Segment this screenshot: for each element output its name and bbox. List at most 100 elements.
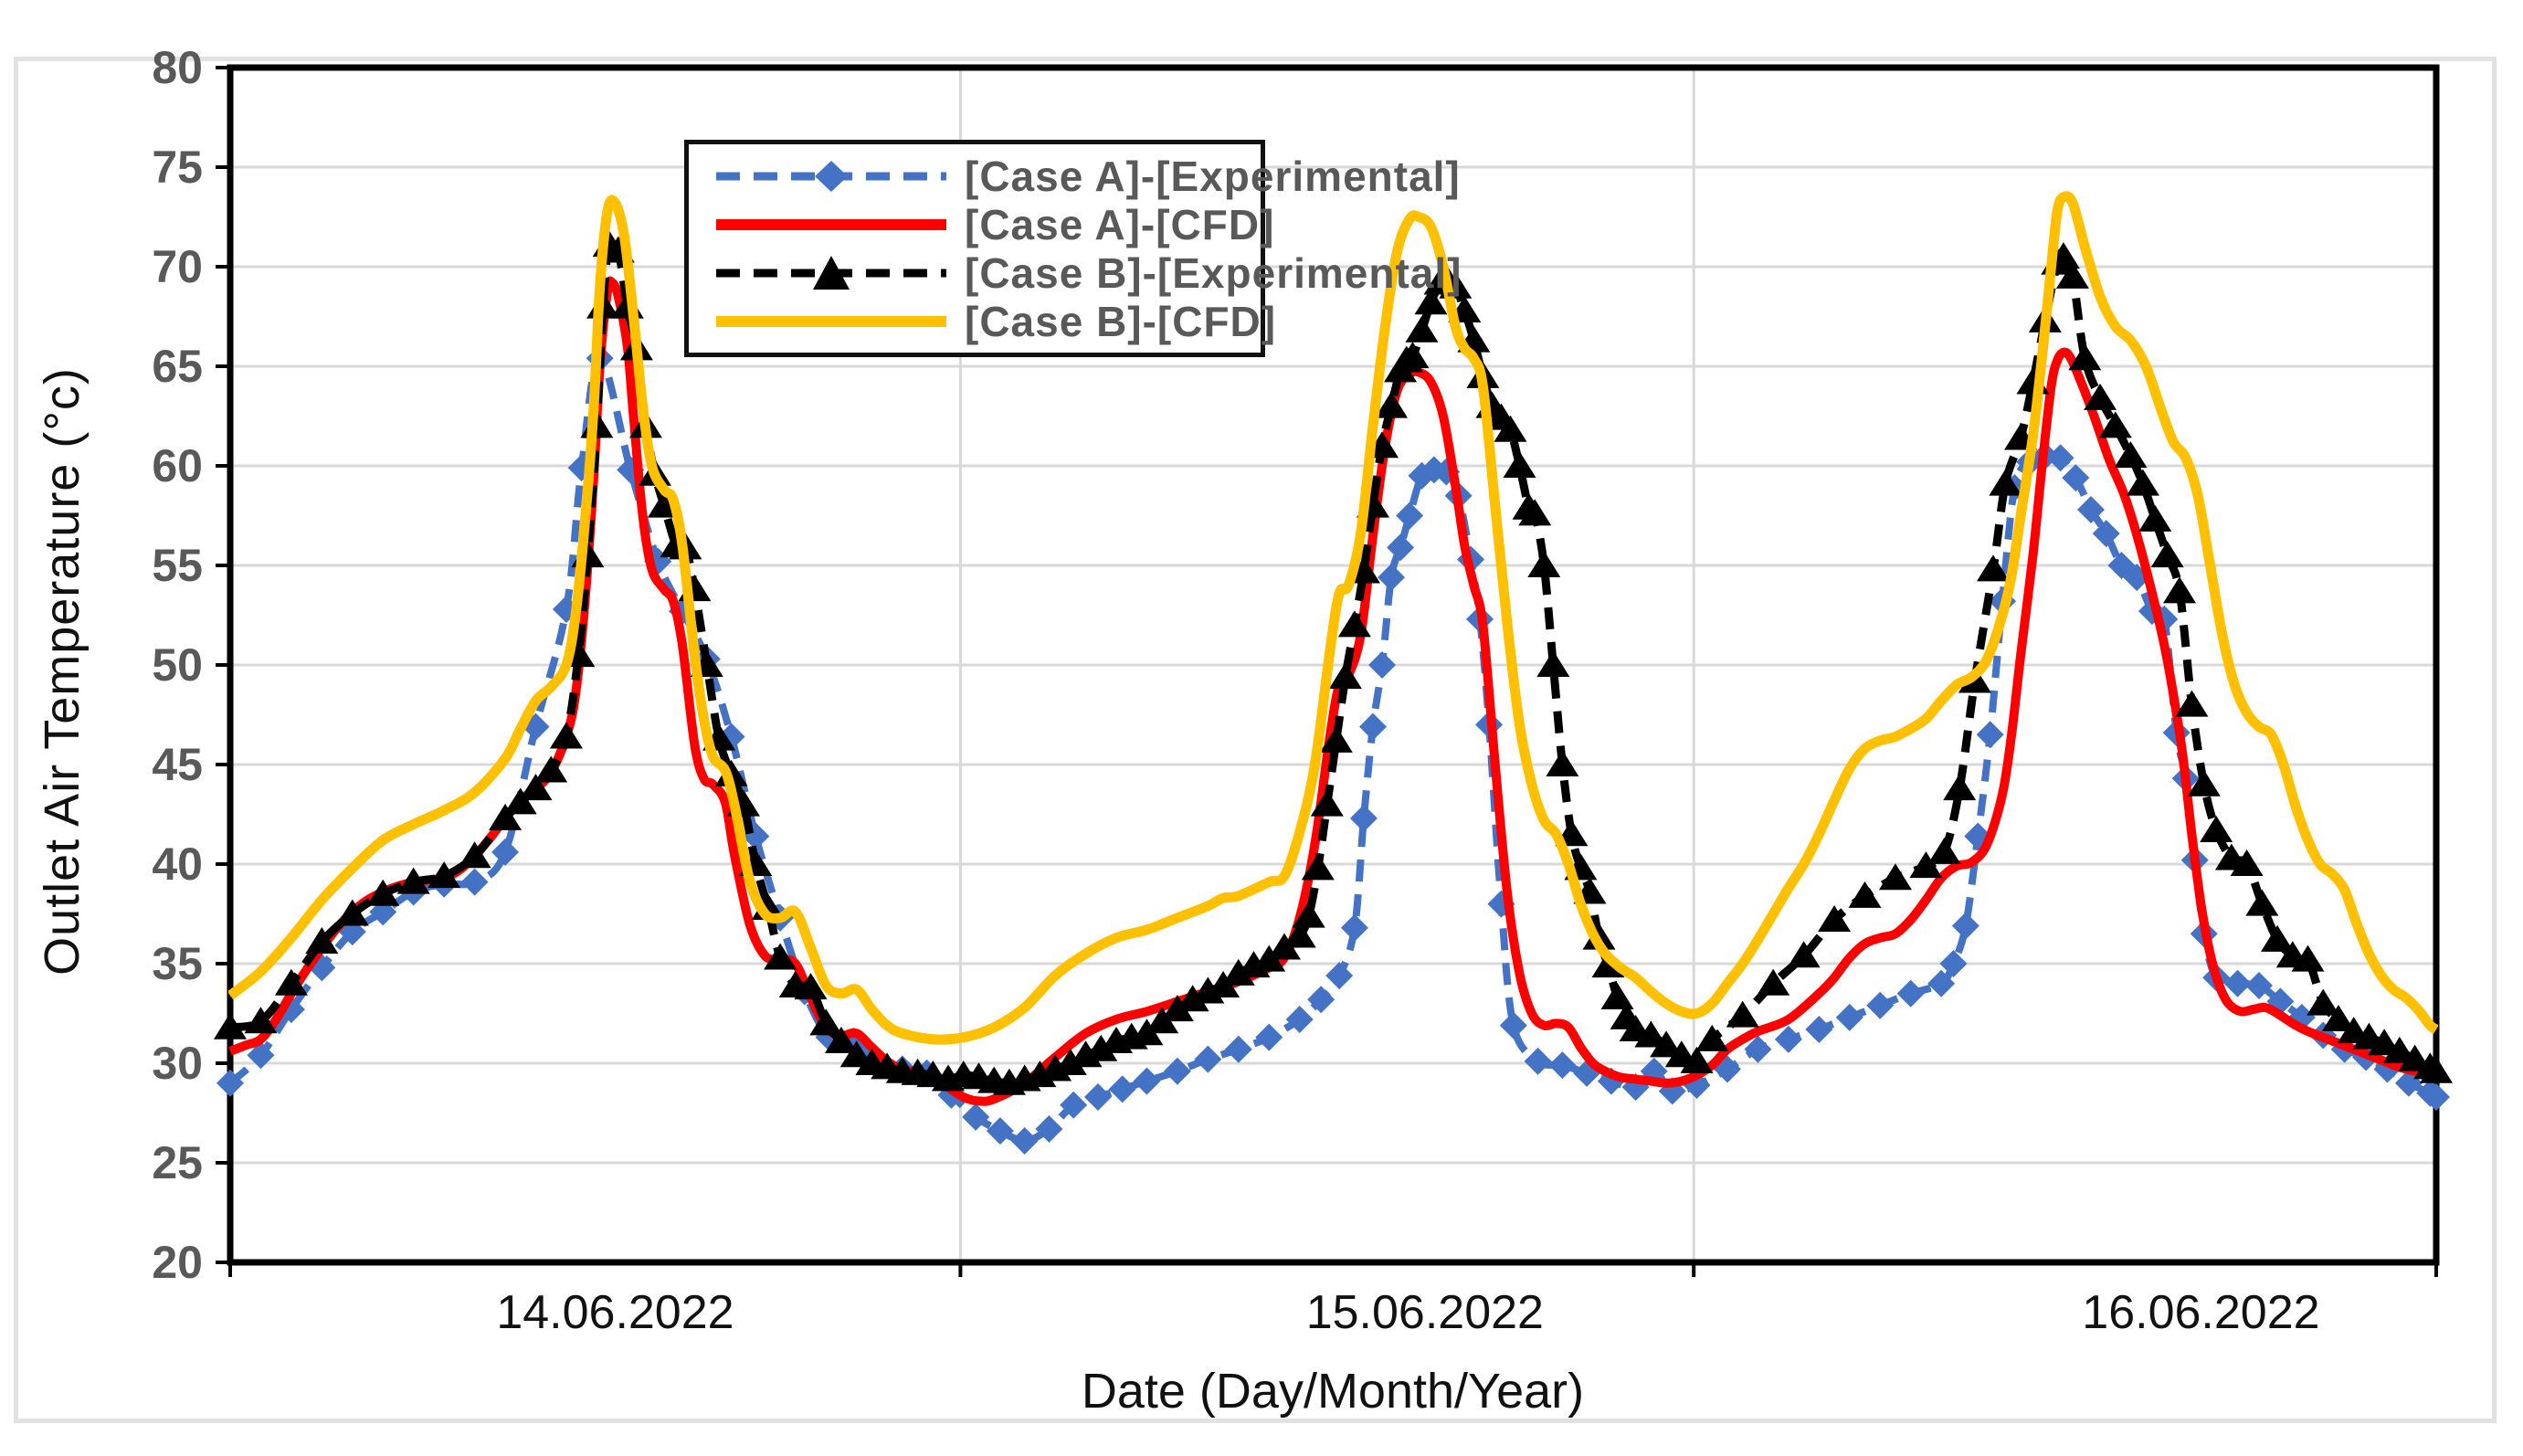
triangle-marker [2098, 411, 2132, 438]
diamond-marker [1325, 962, 1354, 990]
legend: [Case A]-[Experimental] [Case A]-[CFD] [… [684, 140, 1461, 357]
y-tick-label: 40 [152, 839, 203, 890]
diamond-marker [1224, 1035, 1252, 1063]
diamond-marker [2092, 520, 2120, 548]
triangle-marker [244, 1007, 278, 1034]
legend-label: [Case B]-[CFD] [965, 297, 1277, 345]
diamond-marker [986, 1117, 1014, 1145]
diamond-marker [2223, 969, 2252, 997]
triangle-marker [2200, 815, 2233, 842]
triangle-marker [2291, 944, 2325, 972]
y-tick-label: 35 [152, 938, 203, 989]
diamond-marker [1524, 1047, 1552, 1075]
triangle-marker [794, 973, 828, 1000]
legend-item-case-b-cfd: [Case B]-[CFD] [713, 298, 1275, 345]
triangle-marker [489, 803, 523, 830]
x-tick-label: 16.06.2022 [2082, 1286, 2319, 1339]
triangle-marker [1989, 469, 2022, 496]
y-tick-label: 30 [152, 1038, 203, 1089]
diamond-marker [1499, 1011, 1527, 1039]
triangle-marker [824, 1027, 858, 1054]
y-tick-label: 20 [152, 1237, 203, 1288]
legend-item-case-a-experimental: [Case A]-[Experimental] [713, 153, 1460, 200]
y-tick-label: 80 [152, 42, 203, 93]
diamond-marker [2077, 495, 2106, 523]
triangle-marker [1927, 837, 1961, 864]
y-tick-label: 55 [152, 540, 203, 591]
diamond-marker [1083, 1083, 1112, 1112]
triangle-marker [1405, 315, 1439, 343]
triangle-marker [1680, 1046, 1714, 1073]
diamond-marker [1108, 1075, 1136, 1103]
triangle-marker [1818, 905, 1852, 933]
triangle-marker [428, 861, 461, 889]
y-tick-label: 75 [152, 142, 203, 193]
diamond-marker [1060, 1091, 1088, 1119]
diamond-marker [1939, 950, 1968, 977]
triangle-marker [1518, 499, 1552, 526]
triangle-marker [1283, 921, 1316, 948]
diamond-marker [1805, 1015, 1833, 1043]
diamond-marker [1927, 969, 1956, 997]
legend-label: [Case A]-[CFD] [965, 200, 1275, 248]
triangle-marker [1976, 554, 2010, 582]
diamond-marker [1866, 991, 1895, 1019]
triangle-marker [1787, 941, 1821, 968]
diamond-marker [216, 1069, 244, 1097]
triangle-marker [366, 879, 400, 906]
diamond-marker [1285, 1006, 1314, 1034]
triangle-marker [2187, 769, 2221, 797]
diamond-marker [1387, 533, 1415, 562]
triangle-marker [1414, 288, 1448, 315]
diamond-marker [1340, 913, 1368, 942]
triangle-marker [1337, 610, 1371, 638]
triangle-marker [1310, 789, 1344, 817]
triangle-marker [2055, 261, 2089, 289]
diamond-marker [491, 838, 520, 866]
triangle-marker [2138, 504, 2172, 532]
triangle-marker [2420, 1056, 2453, 1083]
legend-sample-case-b-cfd-icon [716, 315, 946, 327]
legend-sample-case-b-experimental-icon [716, 255, 946, 290]
triangle-marker [519, 774, 553, 801]
triangle-marker [274, 968, 308, 996]
legend-diamond-marker [815, 160, 848, 192]
diamond-marker [1378, 564, 1406, 592]
series-line [228, 191, 2438, 1045]
triangle-marker [1328, 662, 1362, 690]
triangle-marker [2150, 541, 2184, 568]
diamond-marker [1774, 1025, 1802, 1053]
triangle-marker [2245, 889, 2279, 916]
y-tick-label: 60 [152, 440, 203, 491]
legend-label: [Case B]-[Experimental] [965, 248, 1462, 297]
triangle-marker [1536, 650, 1570, 677]
triangle-marker [2321, 1005, 2355, 1032]
diamond-marker [1951, 912, 1979, 940]
triangle-marker [1527, 551, 1561, 577]
triangle-marker [2114, 441, 2148, 469]
diamond-marker [1349, 804, 1378, 832]
diamond-marker [1744, 1035, 1772, 1063]
legend-sample-case-a-experimental-icon [716, 160, 946, 192]
diamond-marker [2046, 444, 2074, 472]
triangle-marker [1726, 1000, 1759, 1028]
triangle-marker [1301, 853, 1335, 881]
diamond-marker [1976, 721, 2004, 749]
legend-triangle-marker [813, 255, 850, 290]
diamond-marker [1358, 712, 1387, 741]
diamond-marker [2244, 971, 2273, 999]
series--case-b-cfd- [228, 191, 2438, 1045]
diamond-marker [1396, 501, 1424, 530]
triangle-marker [2175, 690, 2209, 717]
triangle-marker [1221, 958, 1255, 986]
triangle-marker [1084, 1034, 1118, 1061]
y-tick-label: 45 [152, 739, 203, 790]
triangle-marker [1375, 391, 1409, 418]
diamond-marker [962, 1103, 990, 1131]
y-axis-title: Outlet Air Temperature (°c) [35, 367, 90, 976]
y-tick-label: 65 [152, 341, 203, 392]
triangle-marker [214, 1012, 247, 1039]
diamond-marker [1835, 1003, 1863, 1031]
triangle-marker [305, 927, 339, 955]
